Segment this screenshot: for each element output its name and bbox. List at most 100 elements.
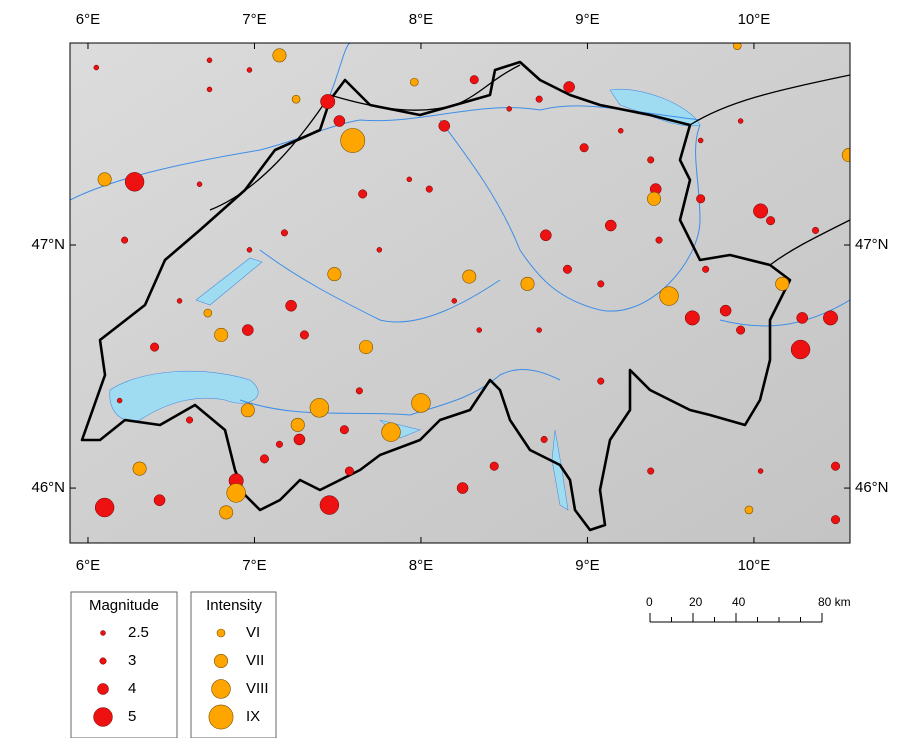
earthquake-magnitude	[334, 115, 345, 126]
earthquake-magnitude	[452, 298, 457, 303]
earthquake-magnitude	[656, 237, 663, 244]
earthquake-intensity	[776, 277, 789, 290]
map-area	[70, 42, 856, 543]
earthquake-magnitude	[242, 325, 253, 336]
earthquake-magnitude	[831, 462, 840, 471]
legend-marker	[100, 658, 107, 665]
earthquake-magnitude	[831, 515, 840, 524]
legend-label: VII	[246, 652, 264, 669]
x-tick-label: 10°E	[738, 11, 771, 28]
earthquake-intensity	[647, 192, 660, 205]
earthquake-magnitude	[791, 340, 810, 359]
earthquake-magnitude	[702, 266, 709, 273]
earthquake-intensity	[291, 418, 304, 431]
x-tick-label: 9°E	[575, 11, 599, 28]
legend-marker	[94, 708, 113, 727]
earthquake-intensity	[310, 398, 329, 417]
legend-marker	[212, 680, 231, 699]
earthquake-magnitude	[281, 230, 288, 237]
earthquake-magnitude	[377, 247, 382, 252]
x-tick-label: 6°E	[76, 11, 100, 28]
y-tick-label: 46°N	[31, 479, 65, 496]
earthquake-magnitude	[753, 204, 767, 218]
earthquake-magnitude	[247, 67, 252, 72]
legend-title: Intensity	[206, 597, 262, 614]
earthquake-magnitude	[154, 495, 165, 506]
legend-label: 2.5	[128, 624, 149, 641]
earthquake-intensity	[463, 270, 476, 283]
earthquake-intensity	[341, 128, 365, 152]
earthquake-magnitude	[536, 96, 543, 103]
map-figure: 6°E6°E7°E7°E8°E8°E9°E9°E10°E10°E46°N46°N…	[0, 0, 914, 738]
legend-label: 4	[128, 680, 136, 697]
earthquake-magnitude	[356, 388, 363, 395]
earthquake-magnitude	[197, 182, 202, 187]
earthquake-magnitude	[150, 343, 159, 352]
earthquake-magnitude	[345, 467, 354, 476]
earthquake-magnitude	[294, 434, 305, 445]
earthquake-magnitude	[797, 312, 808, 323]
scale-label: 40	[732, 595, 746, 609]
earthquake-magnitude	[647, 468, 654, 475]
relief	[70, 43, 850, 543]
earthquake-magnitude	[580, 144, 589, 153]
x-tick-label: 7°E	[242, 11, 266, 28]
earthquake-magnitude	[457, 483, 468, 494]
earthquake-magnitude	[117, 398, 122, 403]
earthquake-magnitude	[247, 247, 252, 252]
earthquake-magnitude	[94, 65, 99, 70]
earthquake-magnitude	[647, 157, 654, 164]
earthquake-intensity	[98, 173, 111, 186]
earthquake-magnitude	[186, 417, 193, 424]
legend-label: 5	[128, 708, 136, 725]
earthquake-intensity	[292, 95, 300, 103]
earthquake-magnitude	[618, 128, 623, 133]
legend-marker	[217, 629, 225, 637]
earthquake-magnitude	[758, 469, 763, 474]
legend-marker	[209, 705, 233, 729]
earthquake-magnitude	[300, 331, 309, 340]
earthquake-magnitude	[507, 106, 512, 111]
earthquake-magnitude	[260, 455, 269, 464]
earthquake-intensity	[219, 506, 232, 519]
x-tick-label: 9°E	[575, 557, 599, 574]
earthquake-intensity	[410, 78, 418, 86]
earthquake-intensity	[214, 328, 227, 341]
earthquake-intensity	[273, 49, 286, 62]
earthquake-intensity	[133, 462, 146, 475]
scale-label: 0	[646, 595, 653, 609]
earthquake-magnitude	[320, 94, 334, 108]
earthquake-intensity	[412, 394, 431, 413]
earthquake-magnitude	[738, 119, 743, 124]
earthquake-magnitude	[598, 281, 605, 288]
earthquake-magnitude	[439, 120, 450, 131]
earthquake-magnitude	[812, 227, 819, 234]
earthquake-magnitude	[564, 81, 575, 92]
earthquake-magnitude	[698, 138, 703, 143]
earthquake-magnitude	[605, 220, 616, 231]
scale-label: 80 km	[818, 595, 851, 609]
earthquake-intensity	[227, 484, 246, 503]
earthquake-magnitude	[470, 75, 479, 84]
x-tick-label: 10°E	[738, 557, 771, 574]
earthquake-magnitude	[696, 195, 705, 204]
earthquake-magnitude	[340, 425, 349, 434]
earthquake-magnitude	[121, 237, 128, 244]
legend-label: VIII	[246, 680, 269, 697]
earthquake-magnitude	[537, 328, 542, 333]
x-tick-label: 6°E	[76, 557, 100, 574]
earthquake-magnitude	[407, 177, 412, 182]
y-tick-label: 47°N	[31, 236, 65, 253]
page: 6°E6°E7°E7°E8°E8°E9°E9°E10°E10°E46°N46°N…	[0, 0, 914, 743]
earthquake-intensity	[241, 404, 254, 417]
earthquake-magnitude	[276, 441, 283, 448]
earthquake-magnitude	[207, 58, 212, 63]
earthquake-intensity	[204, 309, 212, 317]
earthquake-magnitude	[598, 378, 605, 385]
x-tick-label: 8°E	[409, 557, 433, 574]
earthquake-magnitude	[177, 298, 182, 303]
earthquake-magnitude	[540, 230, 551, 241]
y-tick-label: 46°N	[855, 479, 889, 496]
earthquake-magnitude	[541, 436, 548, 443]
